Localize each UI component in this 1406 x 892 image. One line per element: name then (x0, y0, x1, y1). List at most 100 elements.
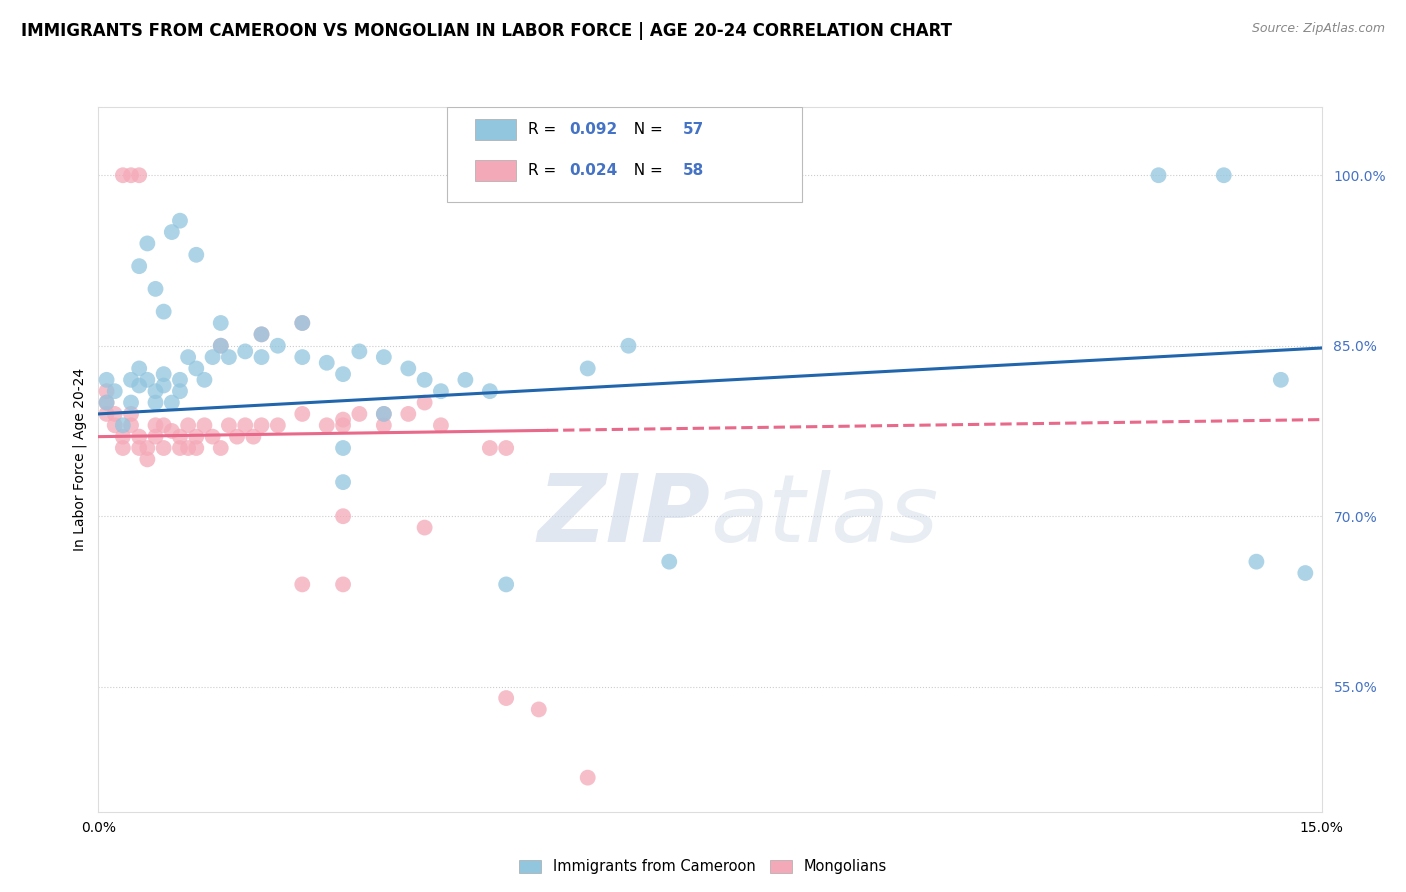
Point (332, 418, 354, 433)
Point (413, 395, 436, 409)
Point (152, 304, 174, 318)
Text: N =: N = (624, 163, 668, 178)
Point (136, 373, 159, 387)
Point (1270, 373, 1292, 387)
Point (396, 361, 419, 376)
Point (152, 367, 174, 381)
Point (152, 441, 174, 455)
Point (160, 225, 183, 239)
Point (291, 407, 314, 421)
Point (169, 430, 191, 444)
Point (332, 509, 354, 524)
Point (128, 259, 150, 273)
Point (96, 395, 118, 409)
Point (186, 361, 208, 376)
Point (145, 384, 167, 399)
Point (291, 577, 314, 591)
Text: R =: R = (527, 122, 561, 137)
Point (104, 384, 127, 399)
Point (478, 441, 501, 455)
Point (136, 441, 159, 455)
Point (527, 702, 550, 716)
Point (152, 378, 174, 392)
Point (186, 441, 208, 455)
Point (250, 350, 273, 364)
Point (169, 441, 191, 455)
Point (209, 441, 232, 455)
Bar (475, 119, 516, 140)
Point (128, 168, 150, 182)
Point (373, 407, 395, 421)
Text: 0.024: 0.024 (569, 163, 617, 178)
Point (250, 327, 273, 342)
Point (373, 350, 395, 364)
Point (291, 316, 314, 330)
Point (349, 344, 371, 359)
Point (145, 395, 167, 409)
Point (152, 418, 174, 433)
Point (267, 418, 290, 433)
Point (128, 430, 150, 444)
Point (136, 452, 159, 467)
Point (332, 412, 354, 426)
Point (250, 418, 273, 433)
Point (177, 418, 200, 433)
Point (160, 395, 183, 409)
Bar (475, 160, 516, 181)
Point (218, 418, 240, 433)
Point (267, 339, 290, 353)
Text: atlas: atlas (710, 470, 938, 561)
Point (430, 418, 453, 433)
Legend: Immigrants from Cameroon, Mongolians: Immigrants from Cameroon, Mongolians (513, 854, 893, 880)
Point (209, 339, 232, 353)
Text: IMMIGRANTS FROM CAMEROON VS MONGOLIAN IN LABOR FORCE | AGE 20-24 CORRELATION CHA: IMMIGRANTS FROM CAMEROON VS MONGOLIAN IN… (21, 22, 952, 40)
Point (332, 577, 354, 591)
Point (332, 441, 354, 455)
Point (201, 430, 224, 444)
Point (373, 407, 395, 421)
Text: 58: 58 (683, 163, 704, 178)
Point (120, 168, 142, 182)
Point (233, 418, 256, 433)
Point (111, 441, 134, 455)
Point (413, 373, 436, 387)
Point (96, 407, 118, 421)
Point (658, 555, 681, 569)
Point (120, 418, 142, 433)
Point (169, 384, 191, 399)
Point (315, 356, 337, 370)
Point (201, 350, 224, 364)
Text: ZIP: ZIP (537, 470, 710, 562)
Point (1294, 566, 1316, 580)
Point (160, 424, 183, 438)
Point (332, 367, 354, 381)
Point (315, 418, 337, 433)
Text: N =: N = (624, 122, 668, 137)
Point (396, 407, 419, 421)
Point (120, 395, 142, 409)
Point (120, 407, 142, 421)
Point (1246, 555, 1268, 569)
Point (111, 168, 134, 182)
Point (332, 475, 354, 489)
Point (576, 361, 599, 376)
Point (145, 418, 167, 433)
Text: R =: R = (527, 163, 561, 178)
Point (209, 316, 232, 330)
Point (250, 327, 273, 342)
Point (430, 384, 453, 399)
Point (169, 373, 191, 387)
Point (169, 213, 191, 227)
Point (349, 407, 371, 421)
Point (193, 418, 215, 433)
Point (478, 384, 501, 399)
Point (177, 350, 200, 364)
Point (177, 441, 200, 455)
Point (128, 361, 150, 376)
Point (1212, 168, 1234, 182)
Point (495, 691, 517, 706)
Point (209, 339, 232, 353)
Point (186, 248, 208, 262)
Point (495, 441, 517, 455)
Point (218, 350, 240, 364)
